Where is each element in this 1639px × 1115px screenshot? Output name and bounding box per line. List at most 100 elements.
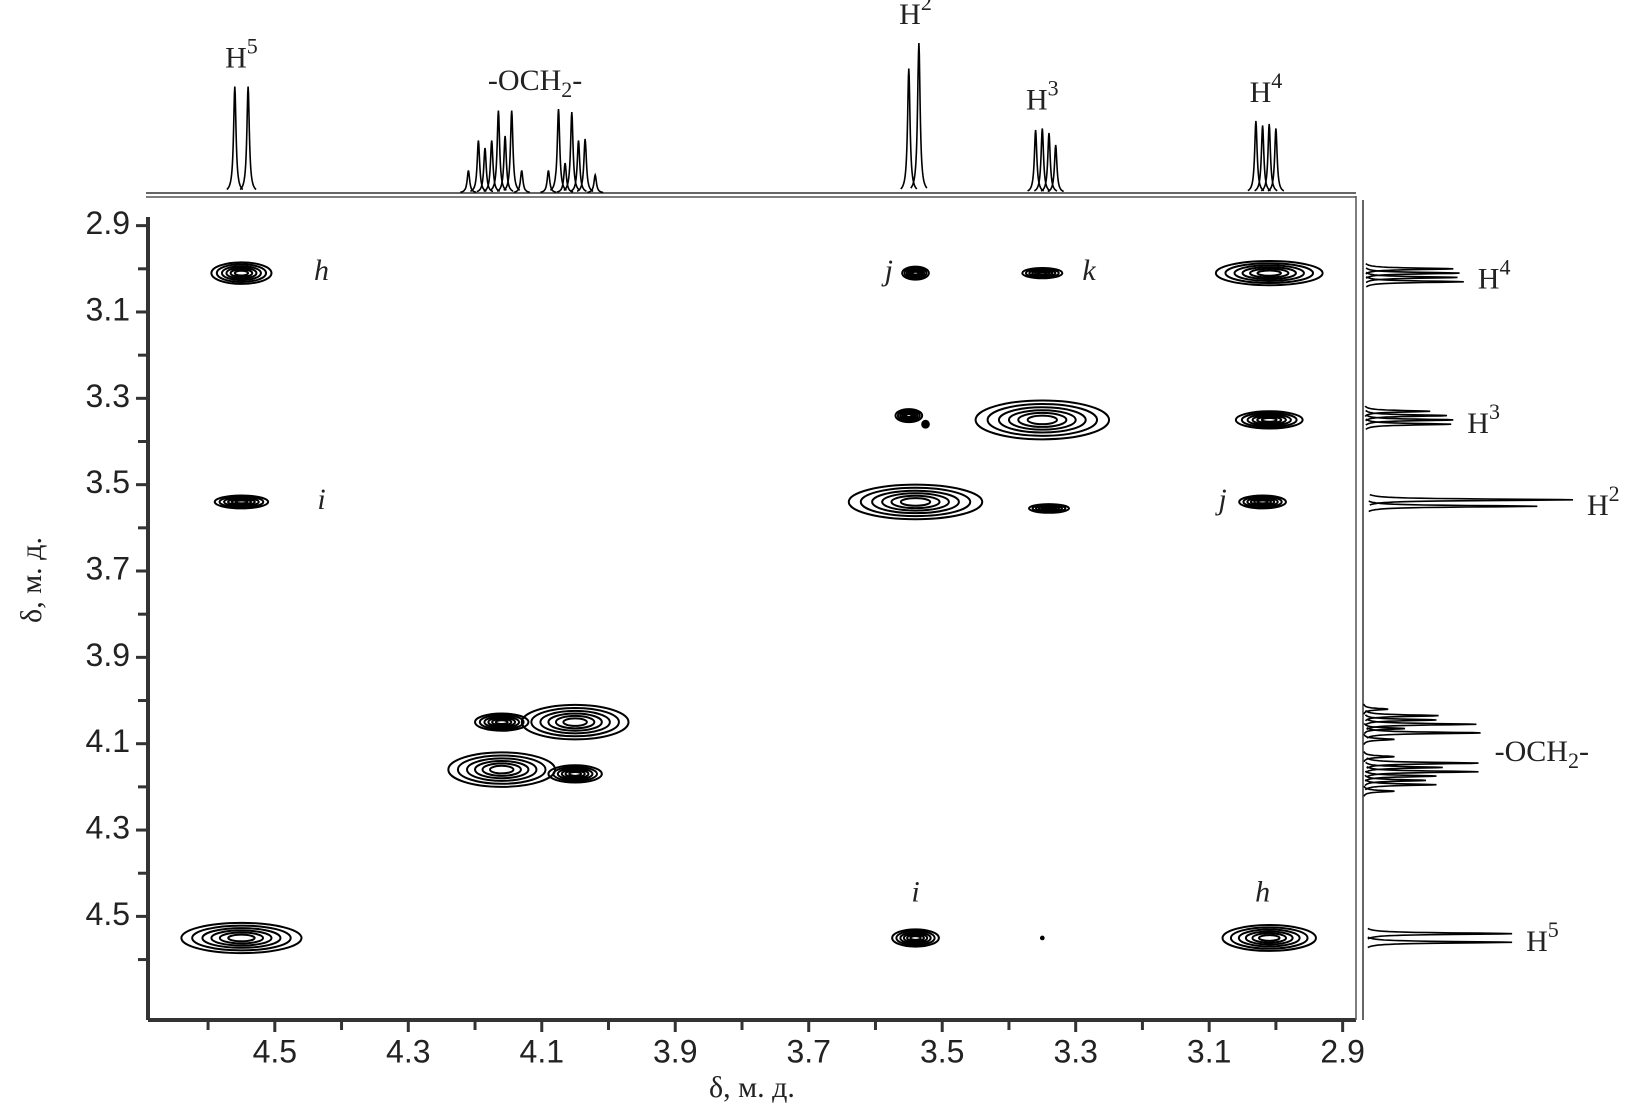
side-trace-line bbox=[1365, 275, 1464, 288]
cross-peak-contour bbox=[1241, 266, 1297, 281]
top-trace-line bbox=[549, 108, 567, 191]
cross-peak-contour bbox=[1257, 934, 1281, 942]
side-trace-line bbox=[1364, 709, 1439, 722]
cross-peak-contour bbox=[1234, 410, 1304, 430]
cross-peak-contour bbox=[909, 935, 922, 941]
y-tick-label: 3.1 bbox=[86, 291, 130, 327]
label-sup: 5 bbox=[247, 34, 258, 59]
x-tick-label: 4.5 bbox=[253, 1033, 297, 1069]
x-tick-label: 4.3 bbox=[386, 1033, 430, 1069]
top-trace-line bbox=[900, 68, 918, 190]
cross-peak-contour bbox=[488, 764, 515, 775]
cross-peak-contour bbox=[974, 399, 1111, 441]
cross-peak-contour bbox=[1256, 499, 1269, 505]
side-trace-line bbox=[1365, 418, 1452, 430]
cross-peak-contour bbox=[491, 718, 513, 727]
cross-peak-contour bbox=[220, 265, 262, 282]
side-trace-line bbox=[1363, 733, 1395, 745]
cross-peak-contour bbox=[871, 489, 960, 515]
top-trace-line bbox=[483, 140, 501, 193]
y-tick-label: 3.3 bbox=[86, 378, 130, 414]
side-trace-line bbox=[1365, 761, 1443, 774]
top-trace-line bbox=[587, 172, 604, 194]
cross-peak-contour bbox=[466, 757, 538, 782]
y-tick-label: 3.5 bbox=[86, 464, 130, 500]
label-sup: 5 bbox=[1548, 917, 1559, 942]
cross-peak-contour bbox=[881, 492, 950, 512]
x-tick-label: 3.3 bbox=[1053, 1033, 1097, 1069]
side-trace-line bbox=[1365, 263, 1454, 275]
cross-peak-contour bbox=[478, 714, 525, 731]
x-tick-label: 3.9 bbox=[653, 1033, 697, 1069]
side-trace-line bbox=[1364, 779, 1437, 791]
cross-peak-contour bbox=[891, 928, 940, 948]
side-trace-line bbox=[1364, 714, 1437, 726]
peak-annotation: h bbox=[314, 254, 329, 287]
cross-peak-contour bbox=[901, 265, 930, 281]
cross-peak-contour bbox=[911, 270, 920, 276]
cross-peak-contour bbox=[1251, 932, 1288, 944]
top-signal-label: -OCH2- bbox=[488, 64, 582, 102]
cross-peak-contour bbox=[487, 716, 517, 728]
label-sub: 2 bbox=[1568, 748, 1579, 773]
side-signal-label: -OCH2- bbox=[1495, 735, 1589, 773]
cross-peak-contour bbox=[218, 495, 265, 509]
cross-peak-contour bbox=[447, 751, 557, 788]
top-trace-line bbox=[1033, 128, 1051, 192]
cross-peak-contour bbox=[1246, 413, 1292, 427]
side-trace-line bbox=[1364, 770, 1437, 782]
cross-peak-contour bbox=[234, 499, 249, 505]
top-trace-line bbox=[1047, 144, 1064, 193]
cross-peak-contour bbox=[903, 266, 928, 280]
side-trace-line bbox=[1363, 785, 1395, 797]
label-sub: 2 bbox=[561, 77, 572, 102]
cross-peak-contour bbox=[997, 406, 1087, 434]
peak-annotation: j bbox=[1214, 483, 1226, 516]
cross-peak-contour bbox=[562, 717, 588, 727]
y-tick-label: 4.5 bbox=[86, 896, 130, 932]
x-tick-label: 2.9 bbox=[1320, 1033, 1364, 1069]
cross-peak-contour bbox=[1256, 415, 1283, 425]
y-tick-label: 3.7 bbox=[86, 550, 130, 586]
cross-peak-contour bbox=[1240, 411, 1298, 428]
side-trace-line bbox=[1363, 703, 1389, 715]
side-signal-label: H3 bbox=[1467, 399, 1500, 440]
cross-peak-contour bbox=[1251, 414, 1287, 426]
cross-peak-contour bbox=[456, 754, 547, 785]
cross-peak-contour bbox=[560, 768, 590, 780]
label-text: H bbox=[1478, 262, 1500, 295]
top-trace-line bbox=[489, 110, 507, 191]
cross-peak-contour bbox=[552, 765, 599, 782]
label-text: -OCH bbox=[1495, 735, 1568, 768]
cross-peak-contour bbox=[1244, 930, 1294, 946]
cross-peak-contour bbox=[1221, 924, 1317, 952]
cross-peak-contour bbox=[859, 486, 972, 518]
cross-peak-contour bbox=[1242, 495, 1283, 509]
side-signal-label: H5 bbox=[1526, 917, 1559, 958]
cross-peak-contour bbox=[1017, 411, 1068, 428]
top-trace-line bbox=[496, 135, 514, 192]
top-trace-line bbox=[540, 170, 557, 194]
side-signal-label: H4 bbox=[1478, 254, 1511, 295]
cross-peak-contour bbox=[1007, 409, 1077, 431]
cross-peak-contour bbox=[474, 712, 530, 732]
top-signal-label: H2 bbox=[899, 0, 932, 31]
y-tick-label: 4.3 bbox=[86, 809, 130, 845]
cross-peak-contour bbox=[895, 929, 936, 947]
cross-peak-contour bbox=[494, 719, 509, 726]
top-trace-line bbox=[470, 140, 487, 193]
cross-peak-contour bbox=[1237, 928, 1301, 948]
cross-peak-contour bbox=[1229, 926, 1309, 950]
top-trace-line bbox=[576, 138, 594, 192]
label-text: H bbox=[1587, 489, 1609, 522]
y-axis-label: δ, м. д. bbox=[15, 537, 48, 623]
side-trace-line bbox=[1366, 718, 1477, 731]
x-tick-label: 3.7 bbox=[786, 1033, 830, 1069]
label-text: H bbox=[1026, 83, 1048, 116]
cross-peak-contour bbox=[215, 263, 268, 283]
top-trace-line bbox=[563, 111, 581, 192]
cross-peak-contour bbox=[923, 422, 928, 427]
cross-peak-contour bbox=[896, 409, 921, 422]
top-trace-line bbox=[570, 140, 587, 193]
cross-peak-contour bbox=[1256, 269, 1282, 277]
